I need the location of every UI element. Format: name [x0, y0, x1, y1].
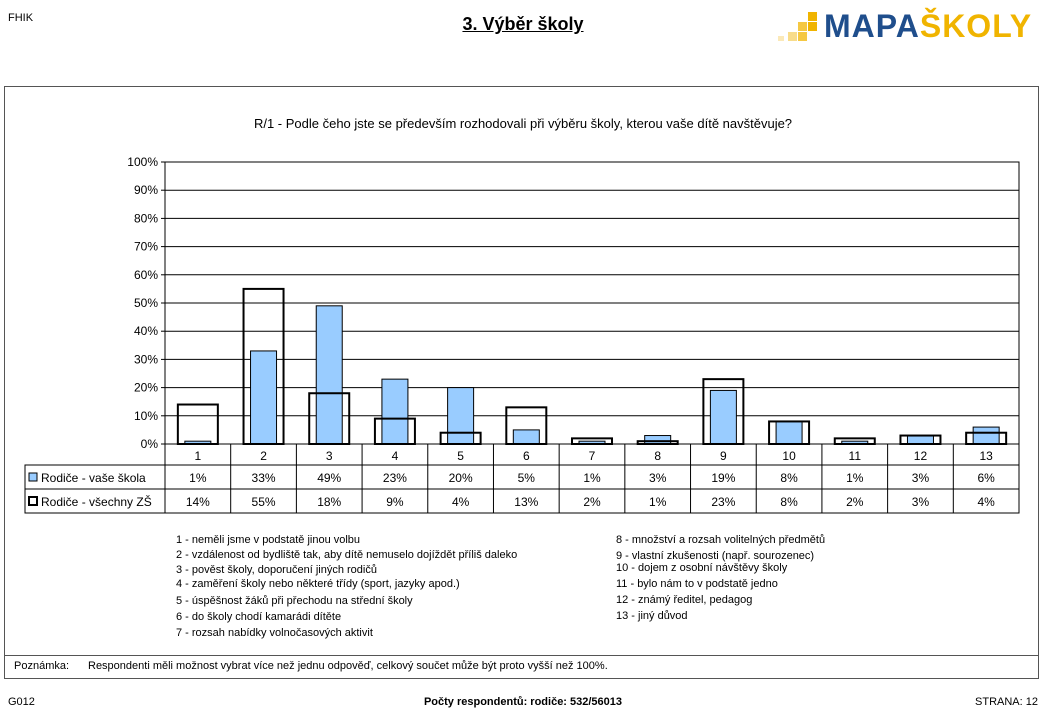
y-tick-label: 50%	[134, 296, 158, 310]
footer-page-number: STRANA: 12	[975, 696, 1038, 708]
y-tick-label: 30%	[134, 352, 158, 366]
page-title: 3. Výběr školy	[462, 14, 584, 34]
y-tick-label: 100%	[127, 155, 158, 169]
data-label-vase-skola: 8%	[780, 471, 798, 485]
bar-vase-skola	[775, 420, 803, 445]
legend-item-9: 9 - vlastní zkušenosti (např. sourozenec…	[616, 550, 815, 562]
y-tick-label: 80%	[134, 211, 158, 225]
x-tick-label: 9	[720, 449, 727, 463]
data-label-vsechny-zs: 14%	[186, 495, 210, 509]
note-divider	[4, 655, 1039, 656]
x-tick-label: 6	[523, 449, 530, 463]
x-tick-label: 12	[914, 449, 928, 463]
x-tick-label: 13	[979, 449, 993, 463]
x-tick-label: 11	[849, 449, 862, 463]
legend-item-7: 7 - rozsah nabídky volnočasových aktivit	[176, 627, 373, 639]
y-tick-label: 20%	[134, 381, 158, 395]
data-label-vsechny-zs: 2%	[846, 495, 864, 509]
data-label-vsechny-zs: 4%	[977, 495, 995, 509]
legend-item-6: 6 - do školy chodí kamarádi dítěte	[176, 611, 342, 623]
data-label-vase-skola: 6%	[977, 471, 995, 485]
data-label-vsechny-zs: 2%	[583, 495, 601, 509]
header-code: FHIK	[8, 12, 34, 24]
data-label-vsechny-zs: 4%	[452, 495, 470, 509]
y-tick-label: 40%	[134, 324, 158, 338]
logo-text-mapa: MAPA	[824, 8, 920, 44]
x-tick-label: 1	[195, 449, 202, 463]
series-key-vase-skola	[28, 472, 38, 482]
data-label-vsechny-zs: 8%	[780, 495, 798, 509]
legend-item-1: 1 - neměli jsme v podstatě jinou volbu	[176, 534, 361, 546]
data-label-vsechny-zs: 13%	[514, 495, 538, 509]
data-label-vase-skola: 3%	[912, 471, 930, 485]
y-tick-label: 0%	[141, 437, 159, 451]
bar-vase-skola	[709, 389, 737, 445]
legend-item-8: 8 - množství a rozsah volitelných předmě…	[616, 534, 826, 546]
legend-item-12: 12 - známý ředitel, pedagog	[616, 594, 753, 606]
bar-vase-skola	[250, 350, 278, 445]
y-tick-label: 90%	[134, 183, 158, 197]
series-name-vsechny-zs: Rodiče - všechny ZŠ	[41, 494, 152, 509]
legend-item-11: 11 - bylo nám to v podstatě jedno	[616, 578, 778, 590]
series-name-vase-skola: Rodiče - vaše škola	[41, 471, 146, 485]
logo-text: MAPAŠKOLY	[824, 8, 1032, 45]
logo: MAPAŠKOLY	[778, 8, 1031, 44]
logo-squares-icon	[778, 12, 817, 41]
data-label-vase-skola: 1%	[583, 471, 601, 485]
series-key-vsechny-zs	[28, 496, 38, 506]
logo-text-skoly: ŠKOLY	[919, 8, 1033, 44]
x-tick-label: 7	[589, 449, 596, 463]
data-label-vsechny-zs: 18%	[317, 495, 341, 509]
chart-title: R/1 - Podle čeho jste se především rozho…	[253, 116, 793, 131]
legend-item-3: 3 - pověst školy, doporučení jiných rodi…	[176, 564, 377, 576]
bar-vsechny-zs	[176, 403, 219, 445]
x-tick-label: 5	[457, 449, 464, 463]
bar-chart: 0% 10% 20% 30% 40% 50% 60% 70% 80% 90% 100% 1 1% 14% 2…	[24, 155, 1020, 514]
bar-vase-skola	[644, 435, 672, 445]
bar-vase-skola	[906, 435, 934, 445]
y-tick-label: 10%	[134, 409, 158, 423]
legend-item-13: 13 - jiný důvod	[616, 610, 688, 622]
data-label-vsechny-zs: 9%	[386, 495, 404, 509]
footer-code: G012	[8, 696, 35, 708]
chart-frame	[4, 86, 1039, 679]
legend-item-5: 5 - úspěšnost žáků při přechodu na střed…	[176, 595, 413, 607]
x-tick-label: 4	[392, 449, 399, 463]
bar-vase-skola	[447, 387, 475, 445]
x-tick-label: 8	[654, 449, 661, 463]
y-tick-label: 70%	[134, 240, 158, 254]
footer-respondents: Počty respondentů: rodiče: 532/56013	[423, 696, 623, 708]
note-text: Respondenti měli možnost vybrat více než…	[88, 660, 608, 672]
bar-vase-skola	[972, 426, 1000, 445]
bar-vase-skola	[315, 305, 343, 445]
data-label-vsechny-zs: 3%	[912, 495, 930, 509]
y-tick-label: 60%	[134, 268, 158, 282]
data-label-vase-skola: 3%	[649, 471, 667, 485]
data-label-vase-skola: 23%	[383, 471, 407, 485]
legend-item-2: 2 - vzdálenost od bydliště tak, aby dítě…	[176, 549, 518, 561]
data-label-vase-skola: 1%	[189, 471, 207, 485]
bar-vase-skola	[512, 429, 540, 445]
data-label-vsechny-zs: 1%	[649, 495, 667, 509]
x-tick-label: 3	[326, 449, 333, 463]
x-tick-label: 2	[260, 449, 267, 463]
legend-item-4: 4 - zaměření školy nebo některé třídy (s…	[176, 578, 460, 590]
data-label-vase-skola: 20%	[449, 471, 473, 485]
data-label-vsechny-zs: 23%	[711, 495, 735, 509]
data-label-vase-skola: 19%	[711, 471, 735, 485]
note-label: Poznámka:	[14, 660, 70, 672]
data-label-vase-skola: 5%	[518, 471, 536, 485]
data-label-vsechny-zs: 55%	[252, 495, 276, 509]
data-label-vase-skola: 1%	[846, 471, 864, 485]
data-label-vase-skola: 49%	[317, 471, 341, 485]
x-tick-label: 10	[782, 449, 796, 463]
data-label-vase-skola: 33%	[252, 471, 276, 485]
legend-item-10: 10 - dojem z osobní návštěvy školy	[616, 562, 788, 574]
bar-vase-skola	[381, 378, 409, 445]
